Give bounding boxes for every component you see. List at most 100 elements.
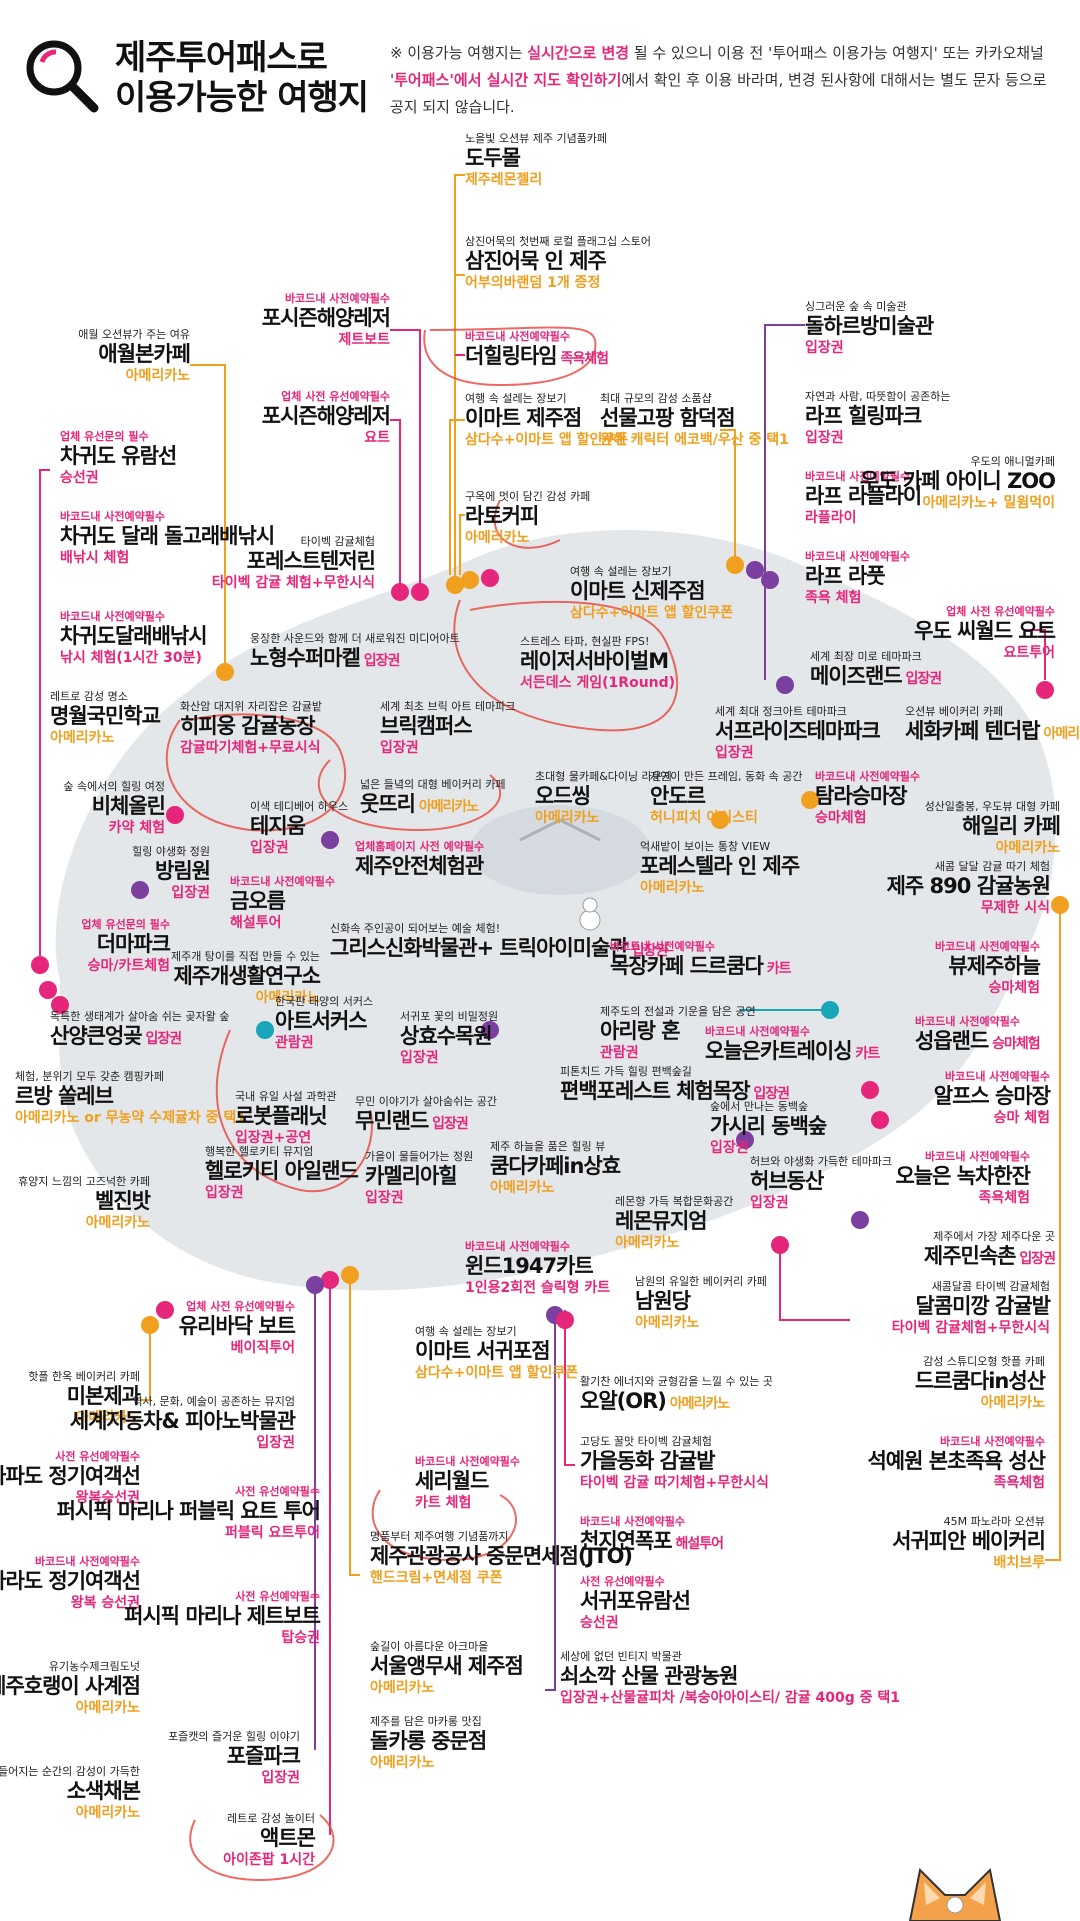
place-oneun_kart[interactable]: 바코드내 사전예약필수 오늘은카트레이싱 카트	[705, 1025, 880, 1067]
place-safety[interactable]: 업체홈페이지 사전 예약필수 제주안전체험관	[355, 840, 484, 879]
place-gapa[interactable]: 사전 유선예약필수 가파도 정기여객선 왕복승선권	[0, 1450, 141, 1507]
place-name[interactable]: 소색채본	[66, 1779, 141, 1803]
place-name[interactable]: 제주관광공사 중문면세점(JTO)	[370, 1544, 633, 1568]
place-name[interactable]: 로봇플래닛	[235, 1104, 328, 1128]
place-soesokkak[interactable]: 세상에 없던 빈티지 박물관 쇠소깍 산물 관광농원 입장권+산물귤피차 /복숭아아…	[560, 1650, 900, 1707]
place-name[interactable]: 쿰다카페in상효	[490, 1154, 621, 1178]
place-name[interactable]: 라토커피	[465, 504, 539, 528]
map-pin-icon[interactable]	[761, 571, 779, 589]
place-dolharbang[interactable]: 싱그러운 숲 속 미술관 돌하르방미술관 입장권	[805, 300, 934, 357]
place-minsok[interactable]: 제주에서 가장 제주다운 곳 제주민속촌 입장권	[923, 1230, 1056, 1272]
place-name[interactable]: 제주민속촌 입장권	[923, 1244, 1056, 1268]
place-myeongwol[interactable]: 레트로 감성 명소 명월국민학교 아메리카노	[50, 690, 161, 747]
place-camellia[interactable]: 가을이 물들어가는 정원 카멜리아힐 입장권	[365, 1150, 473, 1207]
place-worldcar[interactable]: 역사, 문화, 예술이 공존하는 뮤지엄 세계자동차& 피아노박물관 입장권	[70, 1395, 296, 1452]
place-name[interactable]: 라프 힐링파크	[805, 404, 922, 428]
place-heli[interactable]: 행복한 헬로키티 뮤지엄 헬로키티 아일랜드 입장권	[205, 1145, 359, 1202]
place-namwon[interactable]: 남원의 유일한 베이커리 카페 남원당 아메리카노	[635, 1275, 767, 1332]
map-pin-icon[interactable]	[446, 576, 464, 594]
place-name[interactable]: 마라도 정기여객선	[0, 1569, 141, 1593]
map-pin-icon[interactable]	[411, 583, 429, 601]
place-arirang[interactable]: 제주도의 전설과 기운을 담은 공연 아리랑 혼 관람권	[600, 1005, 756, 1062]
place-lemon[interactable]: 레몬향 가득 복합문화공간 레몬뮤지엄 아메리카노	[615, 1195, 733, 1252]
place-belgin[interactable]: 휴양지 느낌의 고즈넉한 카페 벨진밧 아메리카노	[18, 1175, 151, 1232]
place-name[interactable]: 퍼시픽 마리나 퍼블릭 요트 투어	[56, 1499, 321, 1523]
place-name[interactable]: 방림원	[155, 859, 211, 883]
place-name[interactable]: 오알(OR) 아메리카노	[580, 1389, 730, 1413]
place-forestella[interactable]: 억새밭이 보이는 통창 VIEW 포레스텔라 인 제주 아메리카노	[640, 840, 800, 897]
place-name[interactable]: 편백포레스트 체험목장 입장권	[560, 1079, 790, 1103]
place-kumda[interactable]: 제주 하늘을 품은 힐링 뷰 쿰다카페in상효 아메리카노	[490, 1140, 621, 1197]
place-name[interactable]: 제주개생활연구소	[173, 964, 321, 988]
map-pin-icon[interactable]	[141, 1316, 159, 1334]
place-name[interactable]: 라프 라풋	[805, 564, 886, 588]
place-name[interactable]: 애월본카페	[98, 342, 191, 366]
place-laser[interactable]: 스트레스 타파, 현실판 FPS! 레이저서바이벌M 서든데스 게임(1Round)	[520, 635, 675, 692]
place-pojeul[interactable]: 포즐캣의 즐거운 힐링 이야기 포즐파크 입장권	[168, 1730, 301, 1787]
place-gaeul[interactable]: 고당도 꿀맛 타이벡 감귤체험 가을동화 감귤밭 타이벡 감귤 따기체험+무한시식	[580, 1435, 769, 1492]
place-name[interactable]: 메이즈랜드 입장권	[810, 664, 942, 688]
place-mibon[interactable]: 핫플 한옥 베이커리 카페 미본제과 아메리카노	[28, 1370, 141, 1427]
place-name[interactable]: 쇠소깍 산물 관광농원	[560, 1664, 739, 1688]
place-dolkarong[interactable]: 제주를 담은 마카롱 맛집 돌카롱 중문점 아메리카노	[370, 1715, 487, 1772]
place-emart_seogwi[interactable]: 여행 속 설레는 장보기 이마트 서귀포점 삼다수+이마트 앱 할인쿠폰	[415, 1325, 578, 1382]
place-jeju890[interactable]: 새콤 달달 감귤 따기 체험 제주 890 감귤농원 무제한 시식	[887, 860, 1051, 917]
place-name[interactable]: 산양큰엉곶 입장권	[50, 1024, 182, 1048]
place-name[interactable]: 포시즌해양레저	[261, 306, 391, 330]
place-bichae[interactable]: 숲 속에서의 힐링 여정 비체올린 카약 체험	[63, 780, 166, 837]
place-name[interactable]: 이마트 제주점	[465, 406, 582, 430]
place-name[interactable]: 윈드1947카트	[465, 1254, 594, 1278]
map-pin-icon[interactable]	[736, 1131, 754, 1149]
place-name[interactable]: 해일리 카페	[962, 814, 1061, 838]
place-samjin[interactable]: 삼진어묵의 첫번째 로컬 플래그십 스토어 삼진어묵 인 제주 어부의바랜덤 1개 …	[465, 235, 651, 292]
place-marado[interactable]: 바코드내 사전예약필수 마라도 정기여객선 왕복 승선권	[0, 1555, 141, 1612]
place-oall[interactable]: 활기찬 에너지와 균형감을 느낄 수 있는 곳 오알(OR) 아메리카노	[580, 1375, 773, 1417]
map-pin-icon[interactable]	[31, 956, 49, 974]
map-pin-icon[interactable]	[801, 791, 819, 809]
place-gaesaeng[interactable]: 제주개 탕이를 직접 만들 수 있는 제주개생활연구소 아메리카노	[171, 950, 321, 1007]
place-pyunbaek[interactable]: 피톤치드 가득 힐링 편백숲길 편백포레스트 체험목장 입장권	[560, 1065, 790, 1107]
place-odsing[interactable]: 초대형 물카페&다이닝 라운지 오드씽 아메리카노	[535, 770, 672, 827]
place-name[interactable]: 포레스텔라 인 제주	[640, 854, 800, 878]
place-emart_jeju[interactable]: 여행 속 설레는 장보기 이마트 제주점 삼다수+이마트 앱 할인쿠폰	[465, 392, 628, 449]
place-pacific1[interactable]: 사전 유선예약필수 퍼시픽 마리나 퍼블릭 요트 투어 퍼블릭 요트투어	[56, 1485, 321, 1542]
place-maze[interactable]: 세계 최장 미로 테마파크 메이즈랜드 입장권	[810, 650, 942, 692]
map-pin-icon[interactable]	[51, 996, 69, 1014]
map-pin-icon[interactable]	[156, 1301, 174, 1319]
place-name[interactable]: 퍼시픽 마리나 제트보트	[124, 1604, 321, 1628]
place-name[interactable]: 오늘은 녹차한잔	[895, 1164, 1031, 1188]
place-ootree[interactable]: 넓은 들녘의 대형 베이커리 카페 웃뜨리 아메리카노	[360, 778, 506, 820]
place-name[interactable]: 세화카페 텐더랍 아메리카노	[905, 719, 1080, 747]
place-name[interactable]: 그리스신화박물관+ 트릭아이미술관 입장권	[330, 936, 668, 960]
place-name[interactable]: 우도 카페 아이니 ZOO	[859, 469, 1056, 493]
place-hipiung[interactable]: 화산암 대지위 자리잡은 감귤밭 히피웅 감귤농장 감귤따기체험+무료시식	[180, 700, 322, 757]
place-name[interactable]: 브릭캠퍼스	[380, 714, 473, 738]
place-name[interactable]: 레이저서바이벌M	[520, 649, 669, 673]
place-name[interactable]: 미본제과	[66, 1384, 141, 1408]
place-name[interactable]: 뷰제주하늘	[948, 954, 1041, 978]
place-seoulang[interactable]: 숲길이 아름다운 아크마을 서울앵무새 제주점 아메리카노	[370, 1640, 524, 1697]
place-udo_yacht[interactable]: 업체 사전 유선예약필수 우도 씨월드 요트 요트투어	[914, 605, 1056, 662]
place-serialworld[interactable]: 바코드내 사전예약필수 세리월드 카트 체험	[415, 1455, 520, 1512]
place-seogwi_cruise[interactable]: 사전 유선예약필수 서귀포유람선 승선권	[580, 1575, 691, 1632]
place-name[interactable]: 웃뜨리 아메리카노	[360, 792, 479, 816]
place-name[interactable]: 카멜리아힐	[365, 1164, 458, 1188]
place-name[interactable]: 허브동산	[750, 1169, 824, 1193]
map-pin-icon[interactable]	[256, 1021, 274, 1039]
place-actmon[interactable]: 레트로 감성 놀이터 액트몬 아이존팝 1시간	[223, 1812, 316, 1869]
place-name[interactable]: 이마트 신제주점	[570, 579, 706, 603]
map-pin-icon[interactable]	[341, 1266, 359, 1284]
place-sungmul[interactable]: 최대 규모의 감성 소품샵 선물고팡 함덕점 원해 캐릭터 에코백/우산 중 택1	[600, 392, 789, 449]
map-pin-icon[interactable]	[1036, 681, 1054, 699]
place-name[interactable]: 상효수목원	[400, 1024, 493, 1048]
place-nohyungsu[interactable]: 웅장한 사운드와 함께 더 새로워진 미디어아트 노형수퍼마켙 입장권	[250, 632, 460, 674]
place-laf_lafly[interactable]: 바코드내 사전예약필수 라프 라플라이 라플라이	[805, 470, 922, 527]
map-pin-icon[interactable]	[481, 1021, 499, 1039]
place-artcircus[interactable]: 한국판 태양의 서커스 아트서커스 관람권	[275, 995, 373, 1052]
map-pin-icon[interactable]	[306, 1276, 324, 1294]
place-name[interactable]: 레몬뮤지엄	[615, 1209, 708, 1233]
place-robot[interactable]: 국내 유일 사설 과학관 로봇플래닛 입장권+공연	[235, 1090, 337, 1147]
map-pin-icon[interactable]	[861, 1081, 879, 1099]
place-sanyang[interactable]: 독특한 생태계가 살아숨 쉬는 곶자왈 숲 산양큰엉곶 입장권	[50, 1010, 229, 1052]
place-name[interactable]: 안도르	[650, 784, 706, 808]
